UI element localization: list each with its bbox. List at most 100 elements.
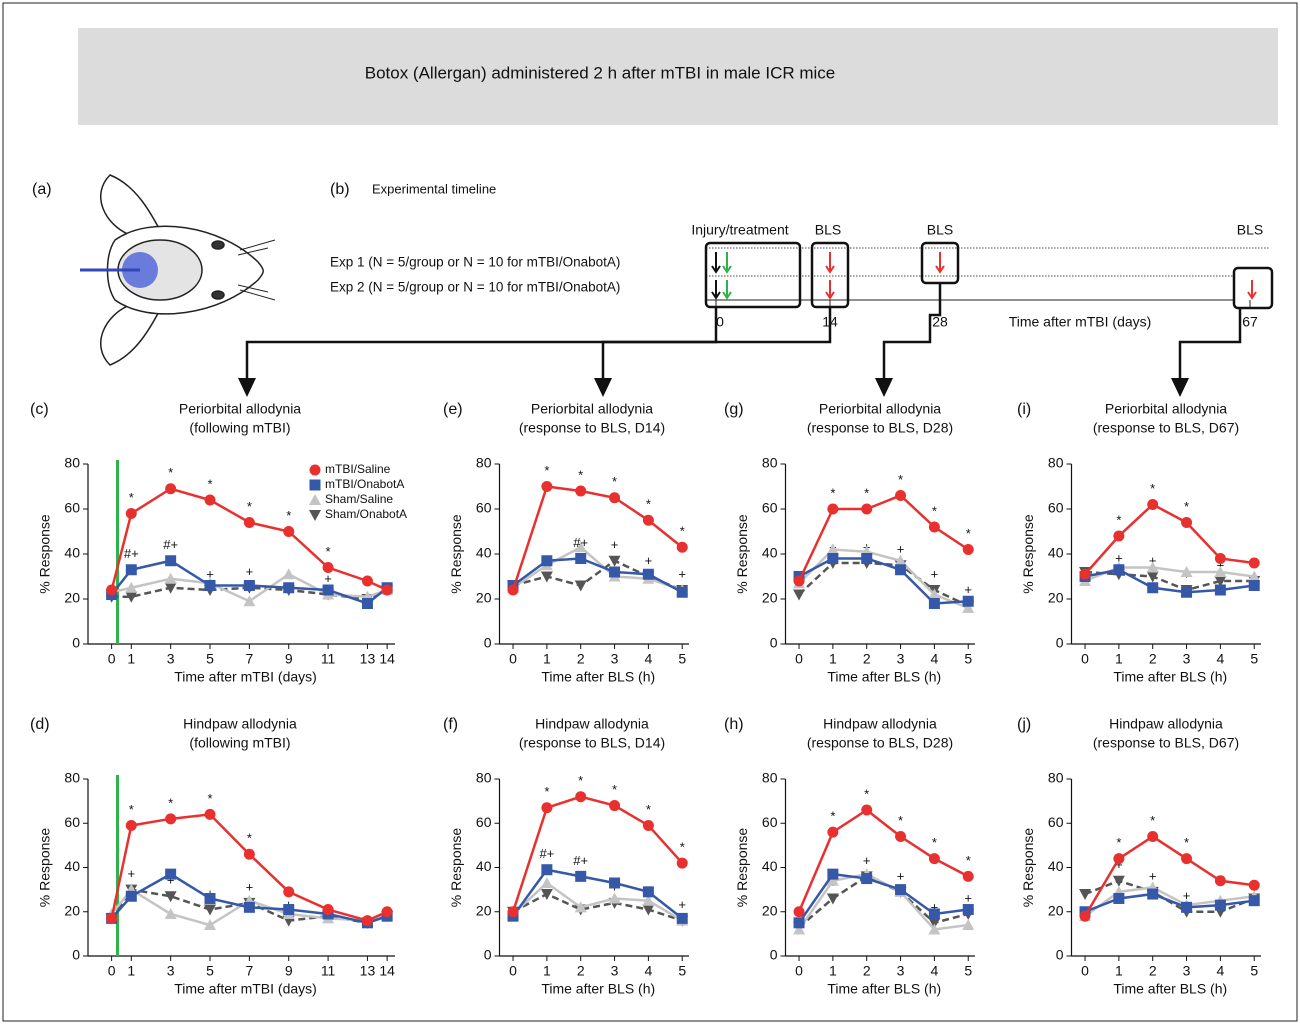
point [895, 490, 907, 501]
x-tick-label: 13 [360, 651, 376, 667]
significance-mark: * [898, 813, 903, 828]
timeline-label: BLS [815, 222, 841, 238]
point [575, 870, 587, 882]
y-tick-label: 20 [762, 590, 778, 606]
significance-mark: * [1150, 813, 1155, 828]
significance-mark: * [168, 795, 173, 810]
x-tick-label: 2 [1149, 651, 1157, 667]
point [608, 892, 621, 904]
y-tick-label: 40 [64, 545, 80, 561]
y-tick-label: 0 [770, 947, 778, 963]
y-axis-label: % Response [1020, 828, 1036, 908]
timeline-tick-label: 28 [932, 314, 948, 330]
significance-mark: * [966, 526, 971, 541]
point [1214, 875, 1226, 887]
point [1181, 901, 1193, 913]
point [361, 598, 373, 609]
significance-mark: * [578, 773, 583, 788]
point [322, 562, 334, 573]
point [204, 580, 216, 591]
point [962, 904, 974, 916]
y-tick-label: 40 [64, 858, 80, 874]
point [575, 791, 587, 803]
point [322, 904, 334, 916]
point [827, 503, 839, 515]
x-tick-label: 0 [1081, 651, 1089, 667]
exp-label: Exp 1 (N = 5/group or N = 10 for mTBI/On… [330, 255, 620, 270]
point [1147, 582, 1159, 594]
y-tick-label: 20 [64, 590, 80, 606]
x-tick-label: 3 [611, 963, 619, 979]
point [125, 581, 138, 593]
timeline-tick-label: 0 [716, 314, 724, 330]
series-line [512, 559, 683, 592]
charts: (c) Periorbital allodynia (following mTBI)… [30, 401, 1261, 997]
point [642, 819, 654, 831]
significance-mark: * [932, 835, 937, 850]
significance-mark: * [578, 467, 583, 482]
point [609, 800, 621, 812]
point [540, 876, 553, 888]
point [1079, 568, 1091, 580]
x-tick-label: 5 [678, 651, 686, 667]
x-axis-label: Time after BLS (h) [541, 981, 655, 997]
timeline-label: BLS [927, 222, 953, 238]
panel-label: (a) [32, 181, 52, 198]
significance-mark: * [680, 524, 685, 539]
series-line [797, 808, 969, 913]
point [826, 893, 839, 905]
point [793, 575, 805, 587]
significance-mark: + [863, 853, 871, 868]
point [676, 912, 688, 924]
line-chart: (j) Hindpaw allodynia (response to BLS, D6… [1017, 716, 1261, 997]
point [574, 541, 587, 553]
legend-marker [309, 494, 321, 505]
point [793, 589, 806, 601]
x-tick-label: 0 [509, 963, 517, 979]
point [283, 526, 295, 537]
point [928, 521, 940, 533]
chart-subtitle: (response to BLS, D28) [807, 735, 953, 751]
x-tick-label: 7 [245, 651, 253, 667]
x-tick-label: 1 [127, 651, 135, 667]
y-tick-label: 20 [1048, 590, 1064, 606]
point [793, 917, 805, 929]
y-tick-label: 20 [762, 902, 778, 918]
point [826, 543, 839, 555]
significance-mark: + [206, 566, 214, 581]
chart-title: Periorbital allodynia [531, 401, 653, 417]
y-tick-label: 0 [1056, 635, 1064, 651]
significance-mark: + [1149, 553, 1157, 568]
panel-label: (h) [724, 716, 744, 733]
x-tick-label: 9 [285, 651, 293, 667]
point [507, 906, 519, 918]
chart-subtitle: (response to BLS, D67) [1093, 735, 1239, 751]
series-line [512, 545, 683, 592]
y-tick-label: 60 [64, 500, 80, 516]
point [928, 923, 941, 935]
timeline-ticks: 0 14 28 67 [715, 300, 1258, 330]
point [243, 848, 255, 860]
point [283, 886, 295, 898]
point [1214, 899, 1226, 911]
y-tick-label: 80 [476, 455, 492, 471]
y-tick-label: 80 [1048, 455, 1064, 471]
point [243, 580, 255, 591]
significance-mark: * [247, 499, 252, 514]
point [827, 868, 839, 880]
x-tick-label: 3 [897, 963, 905, 979]
point [642, 886, 654, 898]
line-chart: (g) Periorbital allodynia (response to BLS… [724, 401, 975, 685]
y-tick-label: 20 [1048, 902, 1064, 918]
point [928, 598, 940, 609]
point [575, 485, 587, 497]
point [243, 517, 255, 528]
significance-mark: * [864, 485, 869, 500]
panel-label: (c) [30, 401, 49, 418]
point [574, 580, 587, 592]
significance-mark: * [830, 485, 835, 500]
point [676, 541, 688, 553]
x-tick-label: 5 [964, 963, 972, 979]
point [895, 831, 907, 843]
